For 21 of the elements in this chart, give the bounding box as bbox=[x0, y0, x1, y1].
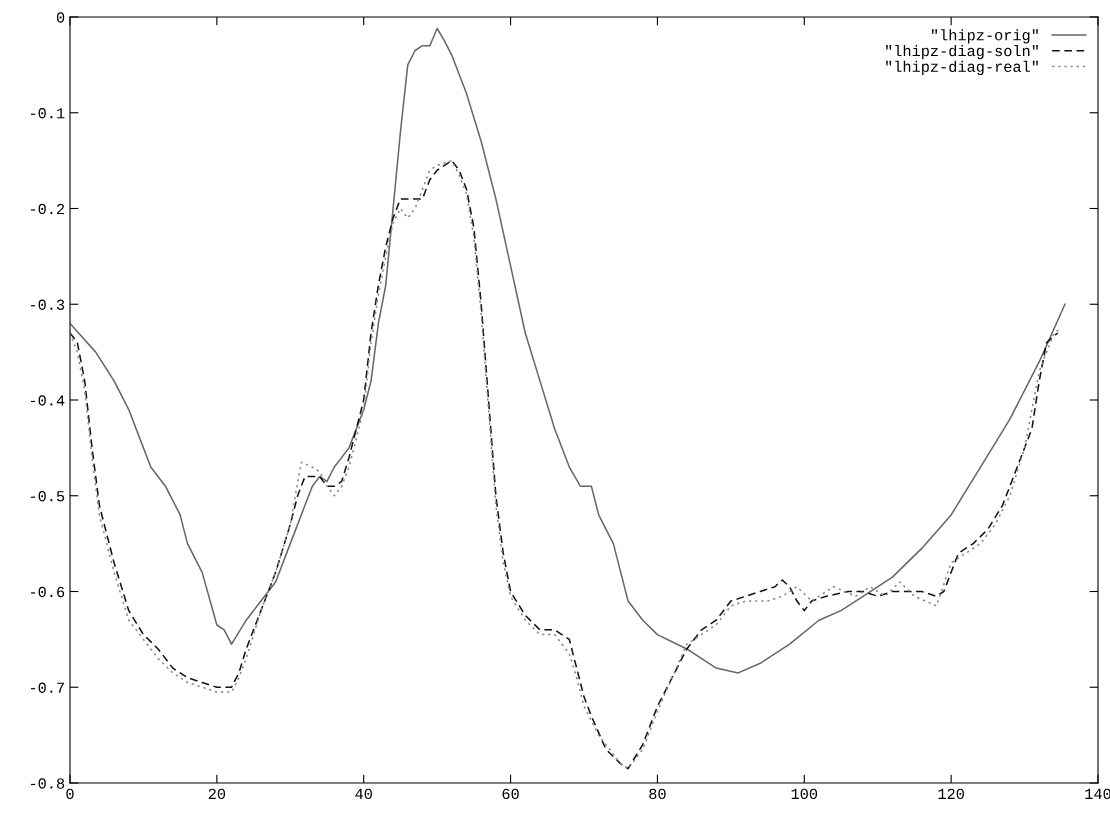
y-tick-label: -0.2 bbox=[30, 203, 65, 215]
y-tick-label: -0.4 bbox=[30, 395, 65, 406]
x-tick-label: 40 bbox=[355, 788, 372, 800]
y-tick-label: -0.6 bbox=[30, 586, 65, 598]
y-tick-label: 0 bbox=[56, 12, 65, 23]
x-tick-label: 60 bbox=[502, 788, 519, 800]
x-tick-label: 20 bbox=[208, 788, 226, 800]
legend-label: "lhipz-diag-real" bbox=[886, 60, 1038, 75]
line-series bbox=[70, 27, 1066, 674]
x-tick-label: 100 bbox=[791, 788, 818, 800]
y-tick-label: -0.1 bbox=[30, 108, 65, 119]
y-tick-label: -0.5 bbox=[30, 491, 65, 502]
y-tick-label: -0.7 bbox=[30, 682, 64, 693]
x-tick-label: 0 bbox=[66, 788, 74, 800]
legend-label: "lhipz-diag-soln" bbox=[886, 44, 1038, 60]
legend-label: "lhipz-orig" bbox=[931, 29, 1038, 44]
x-tick-label: 140 bbox=[1085, 788, 1110, 800]
y-tick-label: -0.8 bbox=[30, 778, 65, 789]
x-tick-label: 120 bbox=[938, 788, 964, 800]
x-tick-label: 80 bbox=[649, 788, 666, 800]
y-tick-label: -0.3 bbox=[30, 299, 65, 310]
